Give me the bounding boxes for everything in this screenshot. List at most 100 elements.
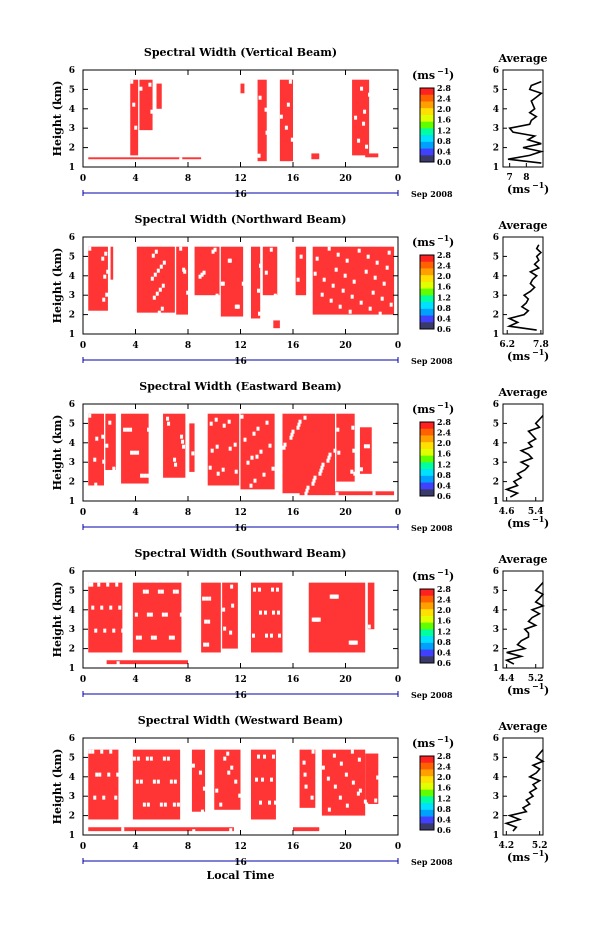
heatmap-gap (284, 125, 288, 130)
heatmap-gap (364, 269, 368, 274)
heatmap-gap (166, 756, 170, 761)
heatmap-gap (222, 607, 226, 612)
average-unit-exp: −1 (532, 848, 544, 858)
heatmap-cell-block (352, 79, 370, 156)
heatmap-gap (329, 594, 333, 599)
heatmap-cell-block (88, 827, 234, 832)
heatmap-gap (101, 434, 105, 439)
colorbar-tick-label: 1.2 (437, 459, 451, 469)
average-frame (502, 69, 544, 168)
heatmap-gap (115, 582, 119, 587)
panel-4: Spectral Width (Westward Beam)0 4 8 12 16 20 0… (51, 714, 549, 868)
heatmap-gap (348, 640, 352, 645)
heatmap-gap (129, 427, 133, 432)
heatmap-gap (368, 92, 372, 97)
heatmap-gap (351, 780, 355, 785)
y-tick-label: 6 (69, 233, 75, 243)
heatmap-cell-block (240, 83, 245, 94)
heatmap-gap (163, 802, 167, 807)
x-tick-label: 0 (395, 842, 401, 852)
heatmap-gap (356, 791, 360, 796)
colorbar-frame (419, 421, 435, 497)
colorbar-segment (420, 803, 434, 811)
heatmap-gap (258, 587, 261, 592)
date-label: Sep 2008 (411, 690, 453, 700)
heatmap-gap (354, 115, 358, 120)
heatmap-gap (265, 130, 269, 135)
heatmap-gap (215, 444, 219, 449)
heatmap-gap (329, 298, 333, 303)
heatmap-gap (350, 749, 354, 754)
heatmap-gap (88, 749, 92, 754)
colorbar-segment (420, 649, 434, 657)
y-axis-label: Height (km) (51, 248, 64, 324)
heatmap-gap (368, 306, 372, 311)
average-unit-close: ) (544, 851, 549, 864)
colorbar-tick-label: 0.4 (437, 480, 451, 490)
x-tick-label: 16 (287, 842, 300, 852)
heatmap-gap (159, 802, 163, 807)
heatmap-gap (271, 587, 274, 592)
heatmap-gap (198, 274, 202, 279)
y-tick-label: 1 (69, 831, 75, 841)
heatmap-gap (135, 635, 139, 640)
heatmap-gap (265, 420, 269, 425)
avg-y-tick-label: 1 (493, 497, 499, 507)
colorbar-segment (420, 448, 434, 457)
heatmap-cell-block (132, 582, 182, 653)
y-tick-label: 2 (69, 812, 75, 822)
y-tick-label: 5 (69, 753, 75, 763)
heatmap-gap (372, 491, 376, 496)
colorbar-tick-label: 0.6 (437, 658, 451, 668)
average-title: Average (497, 720, 547, 733)
heatmap-gap (315, 256, 319, 261)
heatmap-gap (236, 304, 240, 309)
date-day: 16 (234, 691, 247, 701)
heatmap-gap (94, 482, 98, 487)
heatmap-gap (215, 788, 219, 793)
average-unit-exp: −1 (532, 681, 544, 691)
y-tick-label: 3 (69, 291, 75, 301)
heatmap-gap (272, 610, 275, 615)
heatmap-gap (162, 756, 166, 761)
date-day: 16 (234, 524, 247, 534)
y-tick-label: 5 (69, 252, 75, 262)
heatmap-gap (200, 809, 204, 814)
colorbar-tick-label: 0.6 (437, 324, 451, 334)
y-tick-label: 4 (69, 272, 75, 282)
heatmap-gap (108, 420, 112, 425)
avg-y-tick-label: 5 (493, 586, 499, 596)
avg-y-tick-label: 5 (493, 753, 499, 763)
colorbar-segment (420, 255, 434, 263)
heatmap-cell-block (194, 246, 220, 296)
heatmap-gap (103, 628, 107, 633)
average-unit-close: ) (544, 183, 549, 196)
heatmap-cell-block (136, 246, 175, 313)
heatmap-gap (179, 246, 183, 251)
avg-x-tick-label: 5.2 (532, 841, 548, 851)
heatmap-gap (375, 260, 379, 265)
heatmap-gap (268, 800, 271, 805)
heatmap-gap (106, 582, 110, 587)
average-unit: (ms (507, 684, 530, 697)
colorbar-segment (420, 268, 434, 276)
heatmap-gap (203, 642, 207, 647)
heatmap-gap (153, 272, 157, 277)
heatmap-gap (134, 612, 138, 617)
heatmap-gap (387, 250, 391, 255)
average-frame (502, 403, 544, 502)
heatmap-gap (363, 799, 367, 804)
heatmap-gap (105, 292, 109, 297)
heatmap-gap (180, 434, 184, 439)
average-unit-close: ) (544, 684, 549, 697)
heatmap-gap (360, 86, 364, 91)
heatmap-cell-block (367, 582, 375, 630)
heatmap-gap (371, 290, 375, 295)
colorbar-tick-label: 0.4 (437, 814, 451, 824)
heatmap-gap (211, 249, 215, 254)
colorbar-unit: (ms (412, 737, 435, 750)
colorbar-tick-label: 2.4 (437, 261, 451, 271)
heatmap-gap (264, 107, 268, 112)
heatmap-gap (181, 439, 185, 444)
panel-title: Spectral Width (Vertical Beam) (144, 46, 337, 59)
